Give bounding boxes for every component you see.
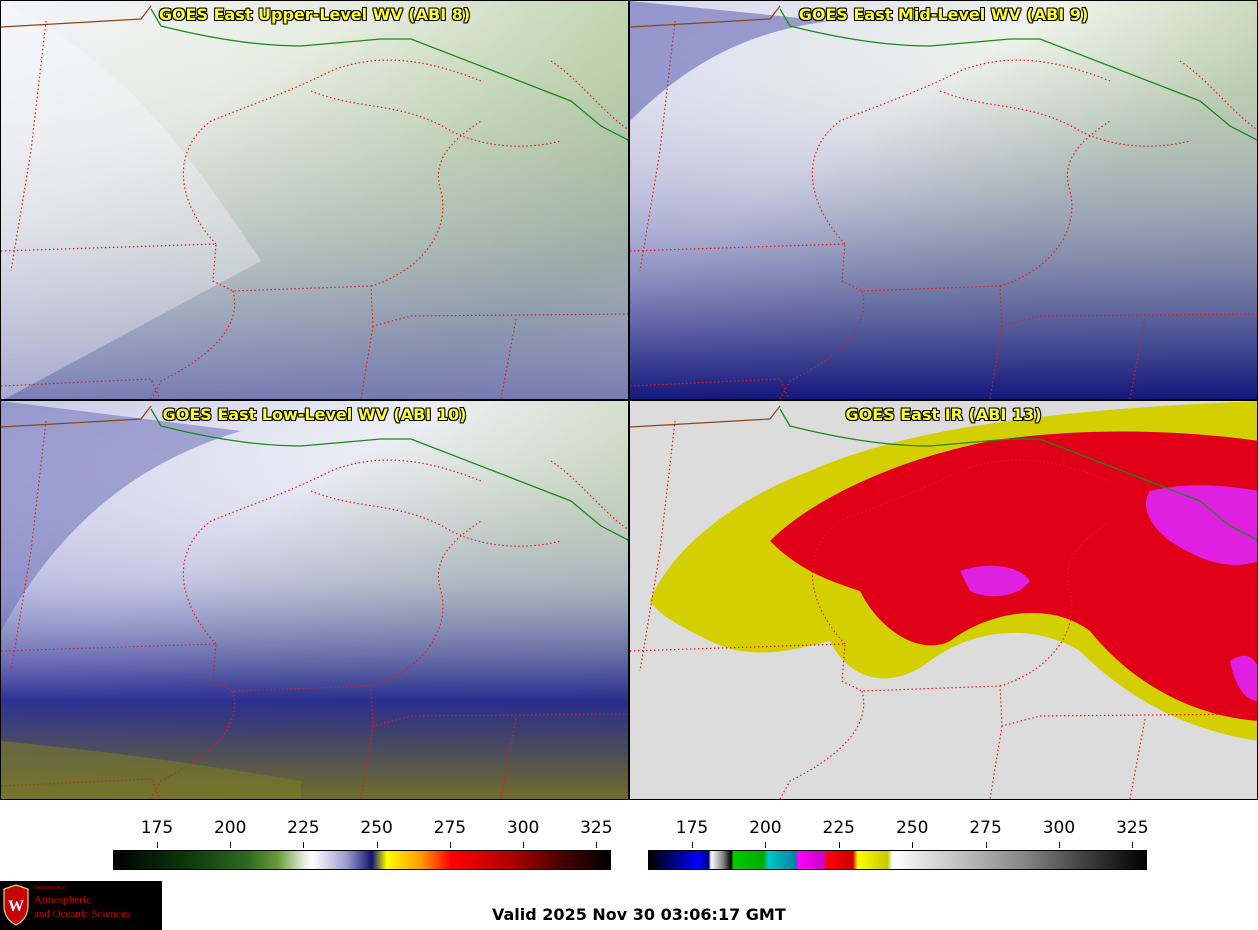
colorbar-tick-label: 200 bbox=[213, 818, 247, 838]
logo-line1-text: Atmospheric bbox=[34, 894, 91, 906]
colorbar-tick-mark bbox=[985, 842, 987, 848]
wv-colorbar-gradient bbox=[113, 850, 611, 870]
colorbar-tick-label: 275 bbox=[433, 818, 467, 838]
colorbar-tick-mark bbox=[449, 842, 451, 848]
colorbar-tick-mark bbox=[303, 842, 305, 848]
colorbar-tick-label: 250 bbox=[895, 818, 929, 838]
colorbar-tick-label: 175 bbox=[140, 818, 174, 838]
colorbar-tick-label: 325 bbox=[580, 818, 613, 838]
colorbar-tick-mark bbox=[692, 842, 694, 848]
wv-map bbox=[630, 1, 1257, 399]
ir-colorbar-gradient bbox=[648, 850, 1147, 870]
colorbar-tick-mark bbox=[230, 842, 232, 848]
ir-panel: GOES East IR (ABI 13) bbox=[629, 400, 1258, 800]
wv-map bbox=[1, 401, 628, 799]
colorbar-tick-label: 250 bbox=[360, 818, 393, 838]
colorbar-tick-label: 300 bbox=[1042, 818, 1076, 838]
uw-crest-icon: W bbox=[3, 884, 29, 926]
upper-level-wv-panel: GOES East Upper-Level WV (ABI 8) bbox=[0, 0, 629, 400]
colorbar-tick-label: 225 bbox=[287, 818, 320, 838]
logo-dept-text: Department of bbox=[34, 885, 66, 891]
colorbar-tick-mark bbox=[596, 842, 598, 848]
wv-colorbar: 175 200 225 250 275 300 325 bbox=[0, 812, 629, 876]
wv-colorbar-ticks: 175 200 225 250 275 300 325 bbox=[0, 812, 629, 848]
wv-map bbox=[1, 1, 628, 399]
ir-colorbar-ticks: 175 200 225 250 275 300 325 bbox=[629, 812, 1258, 848]
colorbar-tick-mark bbox=[523, 842, 525, 848]
logo-line2-text: and Oceanic Sciences bbox=[34, 908, 130, 920]
valid-time-text: Valid 2025 Nov 30 03:06:17 GMT bbox=[492, 905, 786, 924]
colorbar-tick-mark bbox=[156, 842, 158, 848]
colorbar-tick-mark bbox=[1132, 842, 1134, 848]
colorbar-tick-label: 175 bbox=[675, 818, 709, 838]
colorbar-tick-mark bbox=[912, 842, 914, 848]
colorbar-tick-mark bbox=[765, 842, 767, 848]
ir-colorbar: 175 200 225 250 275 300 325 bbox=[629, 812, 1258, 876]
colorbar-tick-label: 225 bbox=[822, 818, 856, 838]
colorbar-tick-mark bbox=[1058, 842, 1060, 848]
aos-logo: W Department of Atmospheric and Oceanic … bbox=[0, 881, 162, 930]
low-level-wv-panel: GOES East Low-Level WV (ABI 10) bbox=[0, 400, 629, 800]
colorbar-tick-mark bbox=[376, 842, 378, 848]
svg-text:W: W bbox=[8, 898, 24, 915]
colorbar-tick-label: 300 bbox=[506, 818, 540, 838]
colorbar-tick-label: 325 bbox=[1116, 818, 1149, 838]
colorbar-tick-mark bbox=[838, 842, 840, 848]
colorbar-tick-label: 200 bbox=[749, 818, 782, 838]
mid-level-wv-panel: GOES East Mid-Level WV (ABI 9) bbox=[629, 0, 1258, 400]
colorbar-tick-label: 275 bbox=[969, 818, 1002, 838]
ir-map bbox=[630, 401, 1257, 799]
